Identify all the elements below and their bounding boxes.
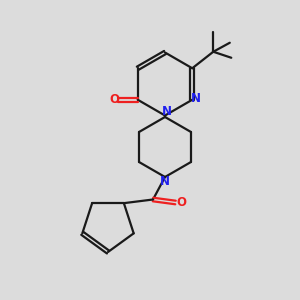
Text: N: N — [161, 105, 172, 119]
Text: O: O — [176, 196, 186, 209]
Text: N: N — [191, 92, 201, 105]
Text: O: O — [110, 93, 120, 106]
Text: N: N — [160, 175, 170, 188]
